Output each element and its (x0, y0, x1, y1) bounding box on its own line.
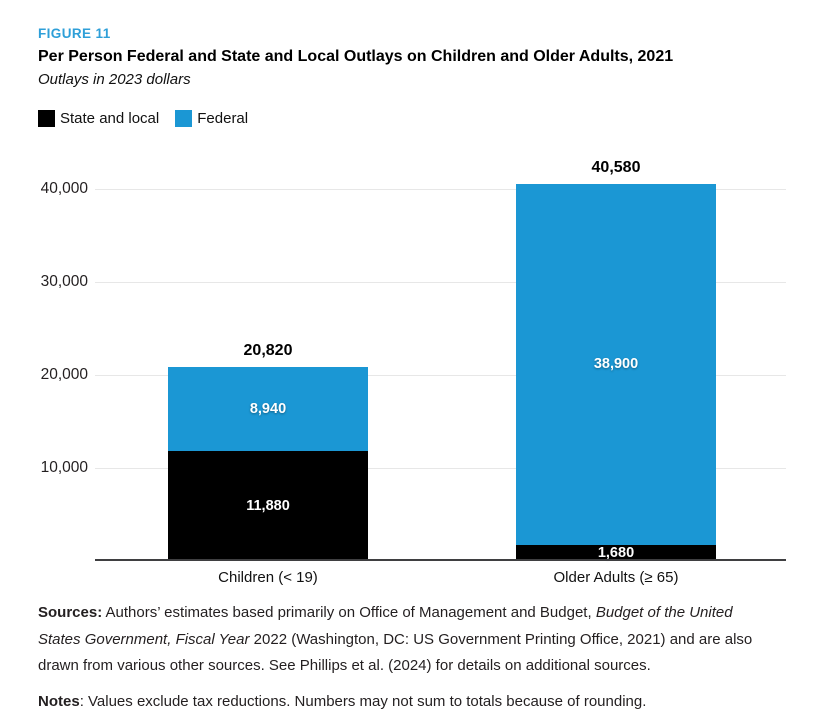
legend-label-federal: Federal (197, 110, 249, 127)
notes-label: Notes (38, 693, 80, 709)
figure-number-label: FIGURE 11 (38, 26, 111, 41)
figure-subtitle: Outlays in 2023 dollars (38, 71, 191, 88)
legend-item-state-local: State and local (38, 110, 159, 127)
x-label-older-adults: Older Adults (≥ 65) (553, 569, 679, 586)
bar-children-segment-state-local: 11,880 (168, 450, 368, 561)
bar-children-total-label: 20,820 (243, 342, 293, 360)
y-tick-10000: 10,000 (40, 459, 88, 476)
bar-older-adults-federal-value: 38,900 (593, 356, 639, 373)
sources-text-1: Authors’ estimates based primarily on Of… (102, 604, 596, 621)
bar-children-state-local-value: 11,880 (246, 497, 290, 514)
stacked-bar-chart: 40,000 30,000 20,000 10,000 20,820 8,940… (0, 150, 813, 595)
x-axis-line (95, 559, 786, 561)
sources-citation-title: Budget of the United States Government, … (38, 604, 733, 648)
sources-text-2: 2022 (Washington, DC: US Government Prin… (38, 630, 753, 675)
legend-label-state-local: State and local (60, 110, 160, 127)
x-label-children: Children (< 19) (218, 569, 318, 586)
gridline-30000 (95, 282, 786, 283)
legend: State and local Federal (38, 110, 248, 127)
bar-older-adults-state-local-value: 1,680 (597, 544, 635, 561)
bar-children: 20,820 8,940 11,880 (168, 150, 368, 561)
figure-title: Per Person Federal and State and Local O… (38, 48, 674, 65)
figure-footer: Sources: Authors’ estimates based primar… (38, 600, 777, 709)
notes-text: : Values exclude tax reductions. Numbers… (79, 693, 647, 709)
bar-older-adults-segment-state-local: 1,680 (516, 545, 716, 561)
state-local-swatch-icon (38, 110, 55, 127)
y-tick-30000: 30,000 (40, 273, 88, 290)
gridline-20000 (95, 375, 786, 376)
bar-older-adults-segment-federal: 38,900 (516, 183, 716, 546)
bar-older-adults: 40,580 38,900 1,680 (516, 150, 716, 561)
gridline-10000 (95, 468, 786, 469)
sources-label: Sources: (38, 604, 103, 621)
gridline-40000 (95, 189, 786, 190)
federal-swatch-icon (175, 110, 193, 127)
legend-item-federal: Federal (175, 110, 248, 127)
bar-older-adults-total-label: 40,580 (591, 158, 641, 176)
sources-note: Sources: Authors’ estimates based primar… (38, 600, 777, 680)
bar-children-federal-value: 8,940 (249, 400, 287, 417)
y-tick-40000: 40,000 (40, 180, 88, 197)
notes-note: Notes: Values exclude tax reductions. Nu… (38, 689, 777, 709)
figure-header: FIGURE 11 Per Person Federal and State a… (38, 26, 778, 88)
y-tick-20000: 20,000 (40, 366, 88, 383)
bar-children-segment-federal: 8,940 (168, 367, 368, 451)
